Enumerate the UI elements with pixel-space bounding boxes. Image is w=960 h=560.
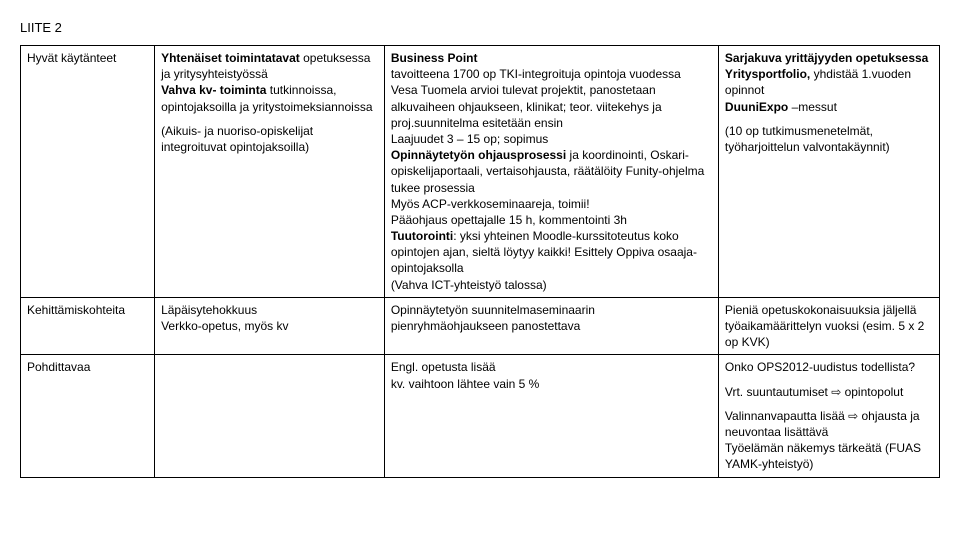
cell: Business Pointtavoitteena 1700 op TKI-in… [384,46,718,298]
cell: Pieniä opetuskokonaisuuksia jäljellä työ… [718,297,939,355]
page-title: LIITE 2 [20,20,940,35]
row-label: Pohdittavaa [21,355,155,477]
cell: LäpäisytehokkuusVerkko-opetus, myös kv [155,297,385,355]
table-row: Hyvät käytänteet Yhtenäiset toimintatava… [21,46,940,298]
row-label: Hyvät käytänteet [21,46,155,298]
cell [155,355,385,477]
cell: Engl. opetusta lisääkv. vaihtoon lähtee … [384,355,718,477]
table-row: Pohdittavaa Engl. opetusta lisääkv. vaih… [21,355,940,477]
cell: Onko OPS2012-uudistus todellista?Vrt. su… [718,355,939,477]
cell: Sarjakuva yrittäjyyden opetuksessaYritys… [718,46,939,298]
cell: Opinnäytetyön suunnitelmaseminaarin pien… [384,297,718,355]
cell: Yhtenäiset toimintatavat opetuksessa ja … [155,46,385,298]
row-label: Kehittämiskohteita [21,297,155,355]
table-row: Kehittämiskohteita LäpäisytehokkuusVerkk… [21,297,940,355]
content-table: Hyvät käytänteet Yhtenäiset toimintatava… [20,45,940,478]
